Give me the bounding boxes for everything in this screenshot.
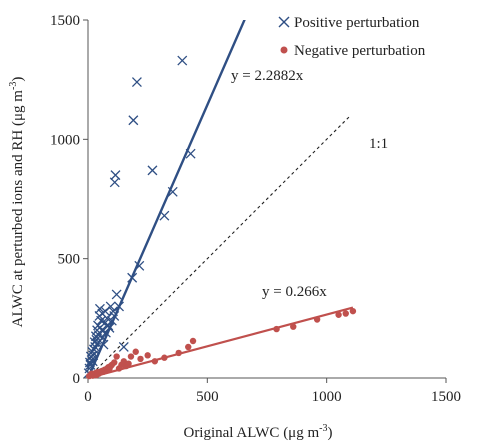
- y-axis-title-sup: -3: [8, 82, 19, 90]
- legend-label-negative: Negative perturbation: [294, 43, 426, 59]
- x-axis-title: Original ALWC (μg m-3): [183, 423, 332, 441]
- negative-point: [151, 358, 159, 365]
- legend-label-positive: Positive perturbation: [294, 15, 420, 31]
- positive-point: [167, 186, 178, 197]
- positive-point: [177, 55, 188, 66]
- y-axis-title-main: ALWC at perturbed ions and RH (μg m: [10, 90, 26, 328]
- x-axis-title-sup: -3: [319, 423, 327, 434]
- positive-fit-label: y = 2.2882x: [231, 68, 304, 84]
- positive-point: [104, 322, 115, 333]
- positive-point: [110, 170, 121, 181]
- positive-point: [114, 301, 124, 312]
- positive-point: [185, 148, 196, 159]
- negative-point: [125, 360, 132, 367]
- y-tick-label: 0: [73, 371, 81, 387]
- negative-point: [120, 358, 128, 365]
- negative-point: [161, 354, 168, 361]
- negative-point: [132, 348, 139, 355]
- y-axis-title-end: ): [10, 77, 26, 82]
- y-axis-title: ALWC at perturbed ions and RH (μg m-3): [8, 77, 26, 328]
- y-tick-label: 500: [58, 252, 81, 268]
- negative-fit-label: y = 0.266x: [262, 284, 327, 300]
- positive-point: [127, 272, 138, 283]
- negative-point: [185, 343, 192, 351]
- positive-point: [100, 327, 111, 338]
- negative-point: [175, 349, 182, 357]
- positive-point: [109, 310, 120, 321]
- negative-point: [342, 310, 349, 317]
- x-tick-label: 0: [84, 389, 92, 405]
- negative-fit-line: [87, 306, 354, 380]
- x-tick-label: 1500: [431, 389, 461, 405]
- legend-marker-positive: [278, 16, 290, 28]
- positive-point: [105, 301, 116, 312]
- negative-point: [349, 307, 357, 315]
- positive-point: [147, 165, 158, 176]
- positive-point: [131, 77, 142, 88]
- negative-point: [111, 359, 118, 366]
- x-axis-title-main: Original ALWC (μg m: [183, 425, 319, 441]
- negative-point: [127, 353, 135, 360]
- positive-point: [118, 342, 129, 352]
- positive-point: [103, 320, 114, 331]
- positive-point: [111, 289, 122, 300]
- negative-point: [273, 325, 280, 333]
- positive-point: [128, 115, 139, 126]
- legend-marker-negative: [280, 46, 288, 54]
- negative-point: [137, 355, 144, 363]
- x-tick-label: 1000: [312, 389, 342, 405]
- positive-point: [94, 303, 105, 314]
- negative-point: [335, 311, 342, 318]
- x-tick-label: 500: [196, 389, 219, 405]
- reference-line-1to1: [87, 115, 351, 379]
- legend: Positive perturbation Negative perturbat…: [278, 15, 426, 59]
- negative-point: [113, 353, 120, 360]
- positive-point: [134, 260, 145, 271]
- plot-area: 0 500 1000 1500 0 500 1000 1500: [50, 13, 461, 405]
- x-axis-title-end: ): [328, 425, 333, 441]
- reference-line-label: 1:1: [369, 136, 388, 152]
- negative-point: [189, 337, 197, 345]
- y-tick-label: 1500: [50, 13, 80, 29]
- positive-point: [98, 339, 109, 350]
- positive-point: [106, 315, 117, 326]
- negative-point: [144, 352, 151, 359]
- positive-point: [93, 320, 103, 331]
- negative-point: [313, 316, 321, 323]
- positive-point: [159, 210, 170, 221]
- negative-point: [290, 323, 297, 330]
- y-tick-label: 1000: [50, 132, 80, 148]
- positive-point: [91, 334, 102, 345]
